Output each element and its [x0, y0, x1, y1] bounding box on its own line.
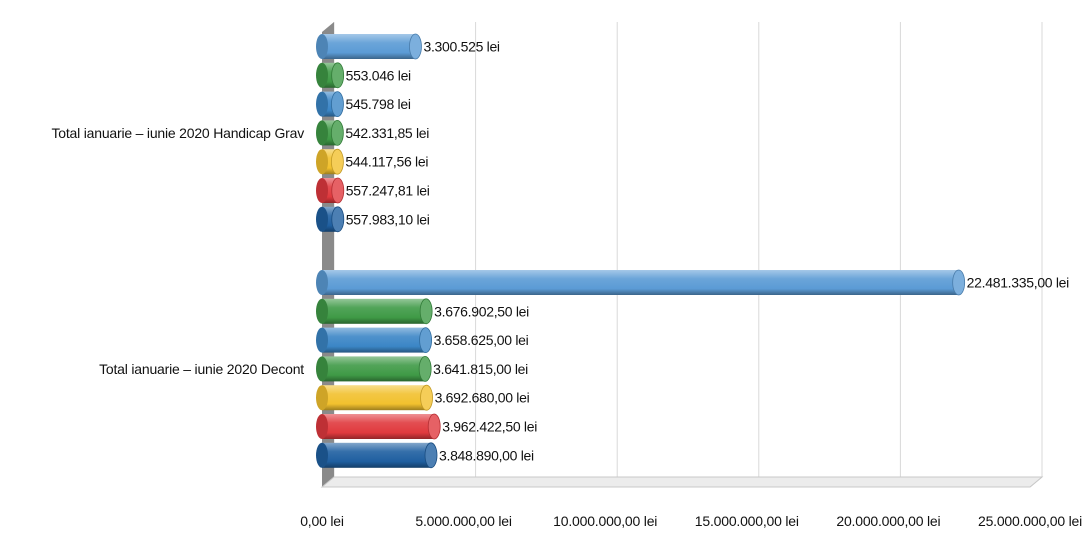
bar-cap — [331, 148, 344, 175]
bar-start-cap — [316, 62, 328, 88]
x-tick-label: 25.000.000,00 lei — [978, 513, 1082, 529]
bar — [316, 413, 441, 440]
bar-body — [322, 414, 435, 439]
data-label: 3.692.680,00 lei — [435, 390, 530, 406]
bar-start-cap — [316, 206, 328, 232]
bar-start-cap — [316, 149, 328, 175]
bar-body — [322, 270, 959, 295]
bar-cap — [419, 298, 433, 325]
bar-start-cap — [316, 414, 328, 439]
bar — [316, 33, 422, 60]
bar — [316, 206, 345, 233]
bar-cap — [419, 327, 433, 354]
chart-floor — [320, 476, 1044, 488]
bar — [316, 148, 344, 175]
bar-start-cap — [316, 356, 328, 382]
bar-body — [322, 356, 426, 382]
bar — [316, 62, 345, 89]
bar-body — [322, 442, 432, 468]
bar — [316, 327, 433, 354]
data-label: 3.848.890,00 lei — [439, 447, 534, 463]
data-label: 3.300.525 lei — [423, 39, 499, 55]
data-label: 3.658.625,00 lei — [434, 332, 529, 348]
data-label: 557.983,10 lei — [346, 211, 430, 227]
bar — [316, 355, 432, 382]
label-layer: 0,00 lei 5.000.000,00 lei 10.000.000,00 le… — [51, 39, 1082, 530]
bar-start-cap — [316, 385, 328, 411]
bar-cap — [331, 177, 345, 204]
bar-start-cap — [316, 91, 328, 117]
data-label: 544.117,56 lei — [345, 154, 428, 170]
bar-start-cap — [316, 34, 328, 59]
bar-cap — [330, 119, 344, 146]
data-label: 553.046 lei — [346, 67, 411, 83]
x-tick-label: 0,00 lei — [300, 513, 344, 529]
x-tick-label: 5.000.000,00 lei — [415, 513, 512, 529]
bar-cap — [331, 62, 345, 89]
bar — [316, 91, 344, 117]
data-label: 557.247,81 lei — [346, 183, 430, 199]
bar-start-cap — [316, 120, 328, 146]
data-label: 3.676.902,50 lei — [434, 303, 529, 319]
data-label: 22.481.335,00 lei — [967, 275, 1070, 291]
bar-start-cap — [316, 442, 328, 468]
bar-start-cap — [316, 327, 328, 353]
data-label: 3.641.815,00 lei — [433, 361, 528, 377]
bar — [316, 177, 345, 204]
bar-layer — [316, 33, 966, 469]
bar-start-cap — [316, 178, 328, 203]
bar-body — [322, 385, 427, 411]
bar-cap — [427, 413, 441, 440]
bar — [316, 298, 433, 325]
x-tick-label: 20.000.000,00 lei — [836, 513, 940, 529]
bar-body — [322, 327, 426, 353]
bar-cap — [952, 269, 966, 296]
bar-body — [322, 298, 427, 324]
category-label: Total ianuarie – iunie 2020 Decont — [99, 361, 304, 377]
bar — [316, 269, 966, 296]
category-label: Total ianuarie – iunie 2020 Handicap Gra… — [51, 125, 304, 141]
x-tick-label: 10.000.000,00 lei — [553, 513, 657, 529]
bar-cap — [418, 355, 432, 382]
bar — [316, 442, 438, 469]
bar-cap — [420, 384, 433, 411]
bar-start-cap — [316, 270, 328, 295]
bar-cap — [424, 442, 438, 469]
bar-cap — [331, 91, 344, 117]
bar-cap — [331, 206, 345, 233]
bar-body — [322, 34, 416, 59]
bar — [316, 384, 433, 411]
bar-cap — [409, 33, 422, 60]
bar-start-cap — [316, 298, 328, 324]
data-label: 3.962.422,50 lei — [442, 419, 537, 435]
x-tick-label: 15.000.000,00 lei — [695, 513, 799, 529]
bar — [316, 119, 344, 146]
data-label: 545.798 lei — [345, 96, 410, 112]
data-label: 542.331,85 lei — [345, 125, 429, 141]
